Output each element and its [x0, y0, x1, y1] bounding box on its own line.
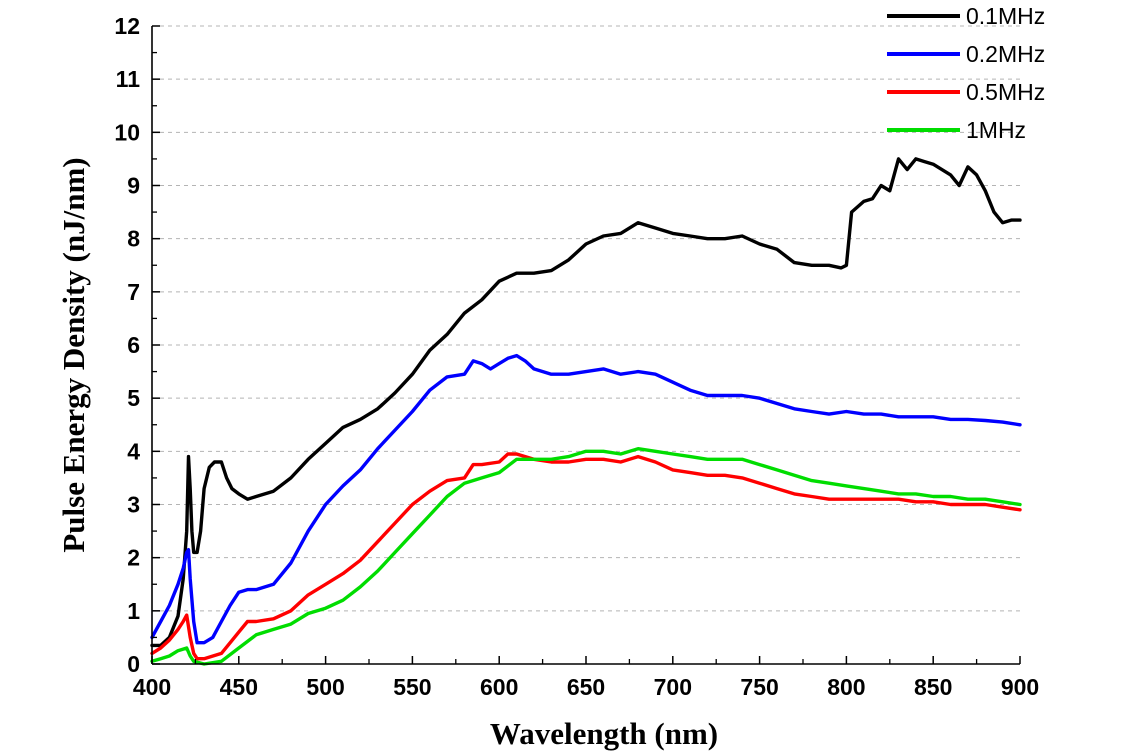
x-tick-label: 850: [914, 674, 952, 700]
x-tick-label: 400: [133, 674, 171, 700]
plot-series: [150, 157, 1022, 666]
tick-marks: [151, 25, 1021, 665]
y-tick-label: 4: [127, 438, 140, 464]
y-tick-label: 5: [127, 385, 140, 411]
legend-label-0-2mhz: 0.2MHz: [966, 41, 1045, 67]
y-tick-label: 1: [127, 598, 140, 624]
y-tick-label: 12: [114, 13, 140, 39]
legend-label-0-5mhz: 0.5MHz: [966, 79, 1045, 105]
y-axis-title: Pulse Energy Density (nJ/nm): [56, 157, 91, 552]
y-tick-label: 2: [127, 545, 140, 571]
y-tick-label: 7: [127, 279, 140, 305]
series-line-0-1mhz: [150, 157, 1022, 648]
x-tick-label: 650: [567, 674, 605, 700]
grid-lines: [152, 25, 1020, 612]
series-line-0-5mhz: [150, 452, 1022, 661]
y-tick-label: 0: [127, 651, 140, 677]
x-tick-label: 450: [220, 674, 258, 700]
x-tick-label: 750: [740, 674, 778, 700]
y-tick-label: 9: [127, 173, 140, 199]
x-tick-label: 800: [827, 674, 865, 700]
y-tick-label: 10: [114, 119, 140, 145]
y-tick-label: 6: [127, 332, 140, 358]
x-tick-label: 700: [654, 674, 692, 700]
legend-label-0-1mhz: 0.1MHz: [966, 3, 1045, 29]
legend-label-1mhz: 1MHz: [966, 117, 1026, 143]
y-tick-label: 3: [127, 492, 140, 518]
series-line-1mhz: [150, 447, 1022, 666]
legend: 0.1MHz 0.2MHz 0.5MHz 1MHz: [887, 3, 1045, 143]
x-tick-label: 550: [393, 674, 431, 700]
y-tick-label: 11: [116, 66, 141, 92]
x-tick-label: 500: [306, 674, 344, 700]
y-tick-label: 8: [127, 226, 140, 252]
x-axis-title: Wavelength (nm): [490, 716, 718, 751]
series-line-0-2mhz: [150, 353, 1022, 645]
x-tick-label: 600: [480, 674, 518, 700]
x-tick-label: 900: [1001, 674, 1039, 700]
